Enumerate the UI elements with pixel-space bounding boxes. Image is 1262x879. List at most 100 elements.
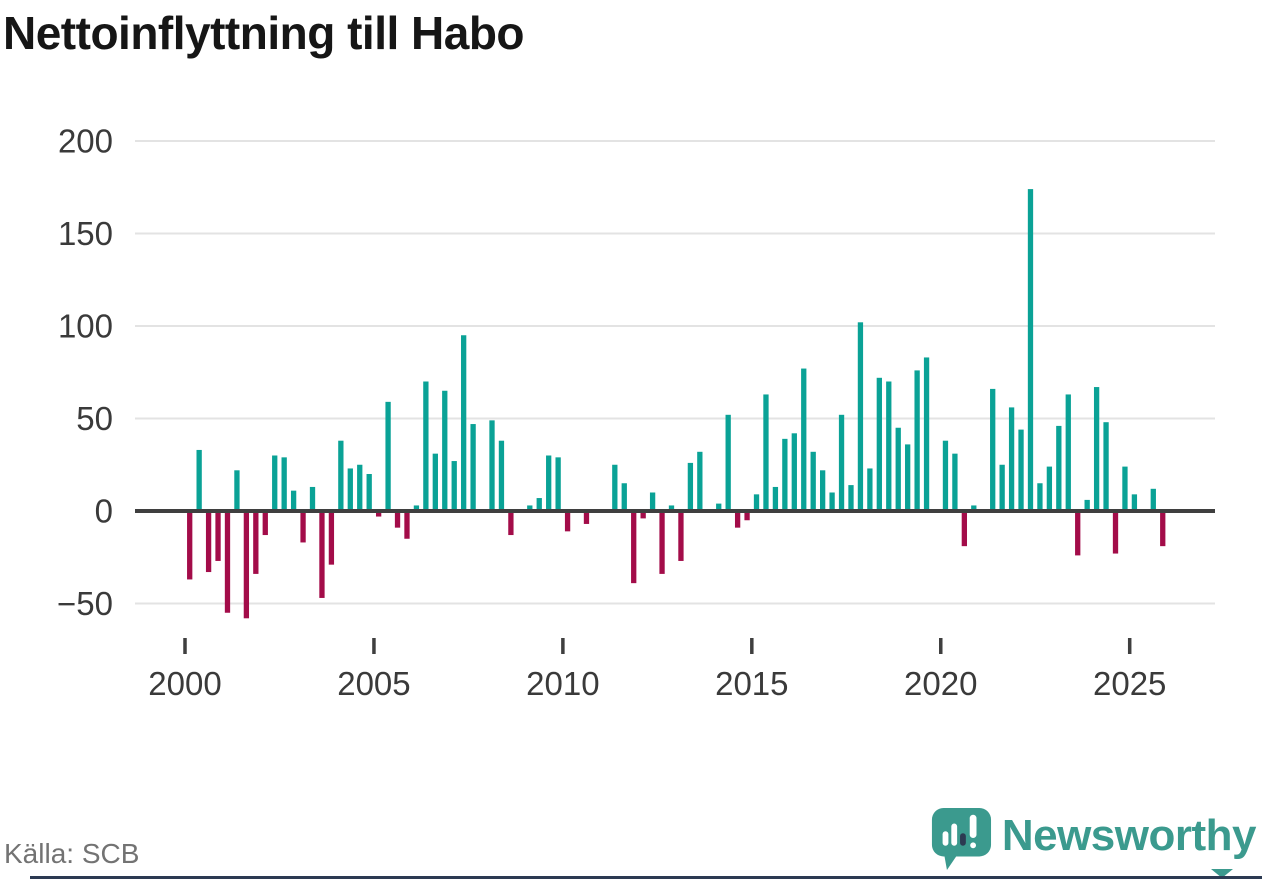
bar-2016Q2: [801, 368, 807, 511]
bar-2006Q4: [442, 390, 448, 511]
chart-title: Nettoinflyttning till Habo: [3, 7, 525, 59]
x-tick-mark: [1127, 638, 1132, 654]
bar-2019Q2: [914, 370, 920, 511]
bar-2001Q4: [253, 511, 259, 574]
bar-2001Q1: [224, 511, 231, 613]
bar-2004Q4: [366, 474, 372, 511]
bar-2017Q4: [857, 322, 864, 511]
bar-2020Q2: [952, 453, 958, 511]
bar-2005Q4: [404, 511, 410, 539]
bar-2023Q3: [1075, 511, 1081, 556]
bar-2009Q3: [546, 455, 552, 511]
bar-2017Q3: [848, 485, 854, 511]
bar-2012Q1: [640, 511, 646, 519]
bar-2011Q2: [612, 464, 618, 511]
bar-2005Q1: [375, 511, 382, 517]
bar-2002Q2: [272, 455, 278, 511]
bar-2019Q1: [905, 444, 911, 511]
bar-2005Q2: [385, 401, 391, 511]
bar-2024Q3: [1112, 511, 1119, 554]
bar-2010Q1: [564, 511, 571, 532]
bar-2003Q2: [309, 486, 316, 511]
bar-2006Q3: [432, 453, 438, 511]
bar-2018Q4: [895, 427, 901, 511]
bar-2023Q2: [1065, 394, 1071, 511]
bar-2007Q1: [451, 461, 457, 511]
bar-2017Q1: [829, 492, 835, 511]
bar-2016Q4: [819, 470, 826, 511]
bar-2003Q4: [328, 511, 335, 565]
newsworthy-wordmark: Newsworthy: [1001, 811, 1257, 860]
bar-2006Q2: [423, 381, 429, 511]
bar-2023Q1: [1056, 425, 1062, 511]
bar-2021Q2: [990, 388, 996, 511]
bar-2022Q1: [1018, 429, 1024, 511]
x-tick-mark: [939, 638, 943, 654]
bar-2012Q3: [659, 511, 665, 574]
bar-2020Q3: [961, 511, 968, 547]
footer-rule: [30, 876, 1262, 879]
bar-2019Q3: [923, 357, 930, 511]
y-tick-label: 200: [58, 123, 113, 160]
bar-2002Q4: [290, 490, 297, 511]
bar-2001Q3: [243, 511, 250, 619]
bar-2000Q4: [215, 511, 221, 561]
newsworthy-logo: Newsworthy: [930, 807, 1257, 871]
x-tick-mark: [750, 638, 754, 654]
bar-2017Q2: [838, 414, 845, 511]
bar-2012Q4: [668, 505, 675, 511]
bar-2007Q2: [461, 335, 467, 511]
bar-2000Q2: [196, 449, 202, 511]
bar-2014Q3: [734, 511, 741, 528]
bar-2003Q1: [300, 511, 306, 543]
bar-2002Q1: [262, 511, 268, 536]
bar-2024Q4: [1122, 466, 1128, 511]
y-tick-label: 150: [58, 215, 113, 252]
bar-2008Q2: [498, 440, 505, 511]
bar-2004Q2: [347, 468, 353, 511]
bar-2008Q1: [489, 420, 495, 511]
x-tick-mark: [372, 638, 376, 654]
bar-2014Q1: [716, 503, 722, 511]
bar-2008Q3: [508, 511, 514, 536]
y-tick-label: −50: [57, 585, 113, 622]
bar-2005Q3: [394, 511, 401, 528]
bar-2004Q1: [338, 440, 344, 511]
bar-2016Q3: [810, 451, 816, 511]
bar-2014Q4: [744, 511, 750, 521]
bar-2025Q3: [1150, 488, 1156, 511]
x-tick-label: 2025: [1093, 665, 1166, 702]
bar-2009Q2: [536, 498, 542, 511]
bar-2015Q3: [772, 486, 779, 511]
x-tick-mark: [183, 638, 187, 654]
bar-2011Q3: [621, 483, 627, 511]
bar-2020Q1: [942, 440, 949, 511]
x-tick-mark: [561, 638, 565, 654]
bar-2016Q1: [791, 433, 797, 511]
bar-2013Q3: [697, 451, 703, 511]
x-tick-label: 2010: [526, 665, 599, 702]
bar-2004Q3: [357, 464, 363, 511]
bar-2018Q3: [886, 381, 892, 511]
bar-2002Q3: [281, 457, 287, 511]
bar-2007Q3: [470, 424, 476, 511]
newsworthy-bubble-icon: [931, 808, 991, 870]
bar-2022Q3: [1037, 483, 1043, 511]
bar-2006Q1: [413, 505, 420, 511]
bar-2015Q2: [763, 394, 769, 511]
y-tick-label: 50: [76, 400, 113, 437]
bar-2020Q4: [971, 505, 977, 511]
bar-2021Q3: [999, 464, 1005, 511]
bar-2022Q2: [1027, 189, 1034, 511]
x-tick-label: 2000: [148, 665, 221, 702]
bar-2012Q2: [649, 492, 656, 511]
bar-2011Q4: [631, 511, 637, 584]
footer-ribbon-arrow-icon: [1211, 869, 1233, 878]
bar-2024Q2: [1103, 422, 1109, 511]
bar-2015Q1: [753, 494, 760, 511]
bar-2018Q2: [876, 377, 882, 511]
bar-2013Q1: [678, 511, 684, 561]
bar-2000Q1: [187, 511, 193, 580]
